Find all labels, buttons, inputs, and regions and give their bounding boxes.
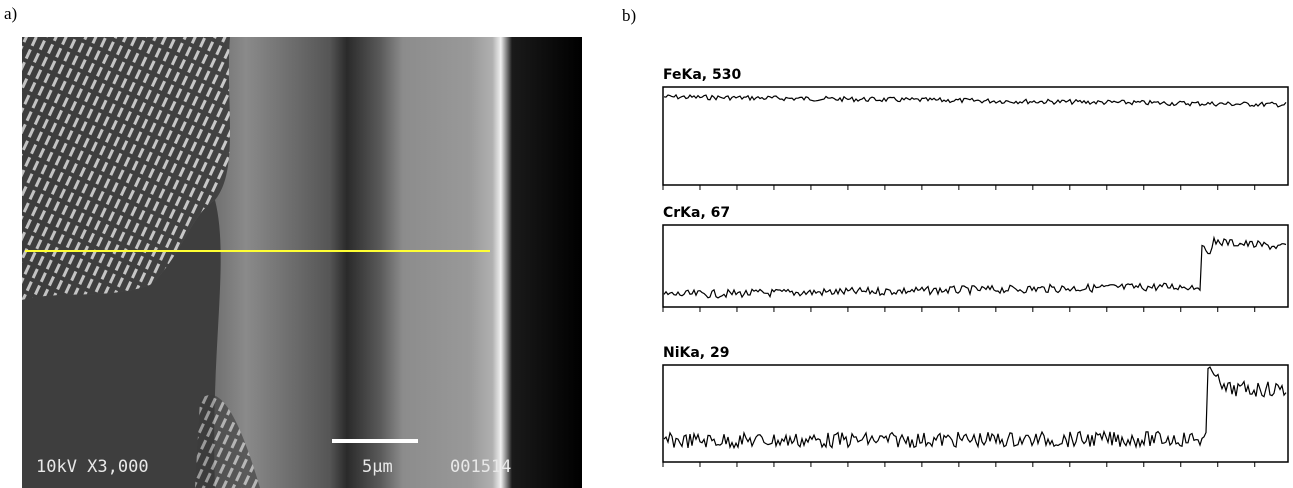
sem-image-id: 001514 (450, 457, 511, 477)
scan-label: NiKa, 29 (663, 345, 730, 361)
scan-frame (663, 365, 1288, 462)
scan-frame (663, 225, 1288, 307)
figure: a) b) (0, 0, 1293, 488)
scan-frame (663, 87, 1288, 185)
sem-image: 10kV X3,000 5μm 001514 (22, 37, 582, 488)
scan-trace (664, 238, 1286, 298)
scan-label: FeKa, 530 (663, 67, 741, 83)
scan-trace (664, 95, 1286, 107)
sem-scale: 5μm (362, 457, 393, 477)
scan-label: CrKa, 67 (663, 205, 730, 221)
sem-settings: 10kV X3,000 (36, 457, 149, 477)
scan-trace (664, 367, 1286, 448)
line-scans: FeKa, 530 CrKa, 67 NiKa, 29 (663, 67, 1288, 467)
figure-graphics: 10kV X3,000 5μm 001514 FeKa, 530 CrKa, 67… (0, 0, 1293, 488)
